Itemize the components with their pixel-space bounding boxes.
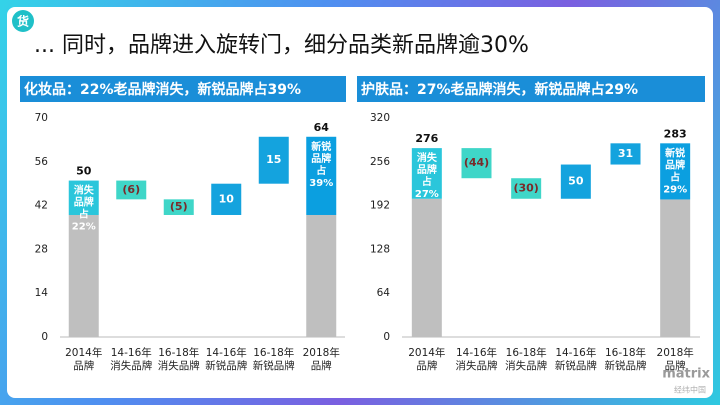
share-note: 占 — [316, 164, 326, 177]
value-label: 50 — [76, 165, 92, 178]
share-note: 品牌 — [74, 196, 94, 209]
x-tick-label: 14-16年 — [111, 346, 152, 359]
share-note: 29% — [663, 184, 687, 195]
y-tick-label: 320 — [370, 112, 390, 124]
slide-title: ... 同时，品牌进入旋转门，细分品类新品牌逾30% — [34, 33, 529, 58]
share-bar — [411, 148, 442, 199]
share-note: 占 — [422, 175, 432, 188]
x-tick-label: 品牌 — [416, 359, 437, 372]
share-note: 27% — [415, 189, 439, 200]
x-tick-label: 品牌 — [665, 359, 686, 372]
chart-banner — [20, 76, 346, 102]
share-note: 消失 — [74, 184, 95, 197]
value-label: 50 — [568, 175, 584, 188]
chart-title: 化妆品：22%老品牌消失，新锐品牌占39% — [24, 81, 301, 98]
x-tick-label: 消失品牌 — [158, 359, 200, 372]
share-note: 占 — [670, 170, 680, 183]
x-tick-label: 消失品牌 — [456, 359, 498, 372]
step-bar — [511, 178, 542, 199]
retained-bar — [68, 214, 99, 337]
y-tick-label: 192 — [370, 200, 390, 212]
x-tick-label: 品牌 — [73, 359, 94, 372]
x-tick-label: 16-18年 — [605, 346, 646, 359]
x-tick-label: 新锐品牌 — [253, 359, 295, 372]
step-bar — [560, 164, 591, 199]
value-label: 64 — [314, 121, 330, 134]
x-tick-label: 2018年 — [657, 346, 694, 359]
share-note: 新锐 — [311, 140, 331, 153]
step-bar — [610, 143, 641, 165]
value-label: 31 — [618, 147, 633, 160]
y-tick-label: 42 — [35, 200, 48, 212]
value-label: 276 — [415, 132, 438, 145]
x-tick-label: 消失品牌 — [110, 359, 152, 372]
chart-banner — [357, 76, 705, 102]
retained-bar — [660, 199, 691, 337]
x-tick-label: 14-16年 — [456, 346, 497, 359]
x-tick-label: 2014年 — [408, 346, 445, 359]
badge-text: 货 — [17, 14, 29, 29]
x-tick-label: 2014年 — [65, 346, 102, 359]
retained-bar — [306, 214, 337, 337]
y-tick-label: 0 — [383, 331, 390, 343]
y-tick-label: 14 — [35, 287, 49, 299]
logo-sub: 经纬中国 — [674, 385, 706, 395]
y-tick-label: 0 — [41, 331, 48, 343]
y-tick-label: 56 — [35, 156, 49, 168]
panel — [7, 7, 713, 398]
share-note: 39% — [309, 178, 333, 189]
x-tick-label: 品牌 — [311, 359, 332, 372]
value-label: (44) — [464, 156, 489, 169]
x-tick-label: 新锐品牌 — [605, 359, 647, 372]
x-tick-label: 16-18年 — [506, 346, 547, 359]
y-tick-label: 28 — [35, 243, 48, 255]
share-note: 22% — [72, 222, 96, 233]
value-label: 283 — [664, 127, 687, 140]
x-tick-label: 新锐品牌 — [205, 359, 247, 372]
x-tick-label: 新锐品牌 — [555, 359, 597, 372]
value-label: (30) — [513, 181, 538, 194]
x-tick-label: 消失品牌 — [505, 359, 547, 372]
x-tick-label: 14-16年 — [555, 346, 596, 359]
value-label: 10 — [219, 192, 235, 205]
logo: matrix — [662, 367, 710, 382]
y-tick-label: 64 — [377, 287, 391, 299]
y-tick-label: 256 — [370, 156, 390, 168]
x-tick-label: 14-16年 — [206, 346, 247, 359]
share-note: 新锐 — [665, 146, 685, 159]
share-bar — [68, 180, 99, 215]
badge — [12, 10, 34, 32]
x-tick-label: 16-18年 — [158, 346, 199, 359]
value-label: 15 — [266, 153, 281, 166]
y-tick-label: 128 — [370, 243, 390, 255]
step-bar — [163, 199, 194, 215]
share-note: 品牌 — [417, 163, 437, 176]
share-bar — [660, 143, 691, 200]
share-note: 消失 — [417, 151, 438, 164]
y-tick-label: 70 — [35, 112, 48, 124]
value-label: (6) — [122, 183, 140, 196]
step-bar — [258, 136, 289, 184]
share-note: 品牌 — [665, 158, 685, 171]
retained-bar — [411, 198, 442, 337]
chart-title: 护肤品：27%老品牌消失，新锐品牌占29% — [361, 81, 638, 98]
share-note: 占 — [79, 208, 89, 221]
step-bar — [211, 183, 242, 215]
step-bar — [461, 148, 492, 179]
value-label: (5) — [170, 200, 188, 213]
x-tick-label: 2018年 — [303, 346, 340, 359]
share-note: 品牌 — [311, 152, 331, 165]
x-tick-label: 16-18年 — [253, 346, 294, 359]
share-bar — [306, 136, 337, 215]
step-bar — [116, 180, 147, 200]
